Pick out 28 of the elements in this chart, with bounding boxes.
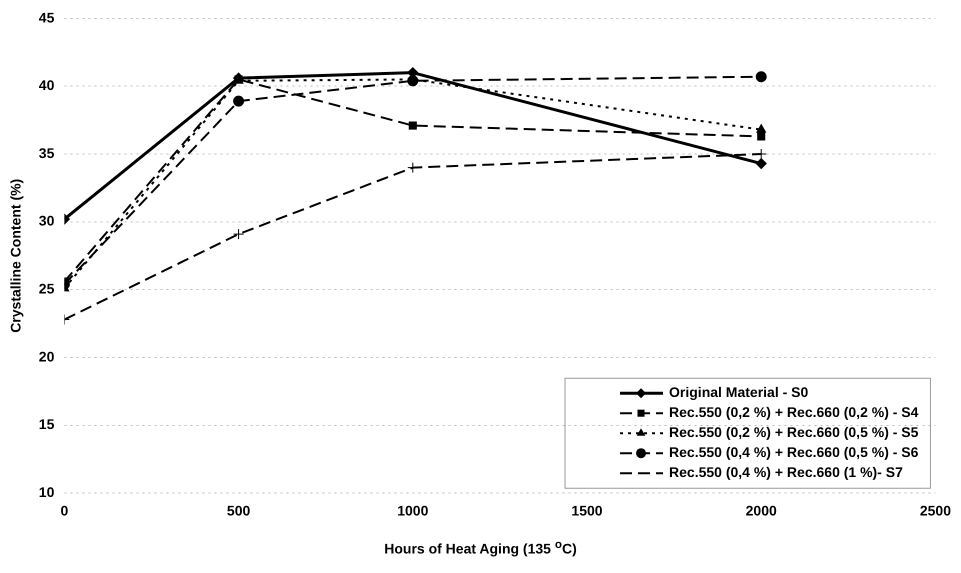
y-tick-label: 25 (38, 280, 55, 297)
point (408, 122, 417, 130)
y-axis-title: Crystalline Content (%) (7, 178, 24, 333)
y-tick-label: 20 (38, 348, 55, 364)
x-tick-label: 2500 (920, 502, 952, 518)
point (233, 228, 244, 240)
point (756, 71, 767, 82)
point (757, 132, 766, 140)
x-tick-label: 500 (226, 502, 250, 518)
point (756, 158, 767, 170)
y-tick-label: 40 (38, 77, 55, 94)
x-tick-label: 1000 (397, 502, 429, 518)
legend-label: Rec.550 (0,4 %) + Rec.660 (0,5 %) - S6 (669, 444, 919, 460)
point (233, 96, 244, 107)
y-tick-label: 15 (38, 416, 55, 432)
y-tick-label: 10 (38, 484, 55, 500)
y-tick-label: 35 (38, 144, 55, 161)
legend-label: Rec.550 (0,2 %) + Rec.660 (0,5 %) - S5 (669, 424, 919, 440)
point (407, 162, 418, 174)
x-tick-label: 2000 (746, 502, 777, 518)
y-tick-label: 30 (38, 212, 55, 229)
y-tick-label: 45 (38, 9, 55, 26)
x-tick-label: 0 (60, 502, 68, 518)
x-axis-title: Hours of Heat Aging (135 $^{o}$C) (383, 538, 578, 557)
x-tick-label: 1500 (571, 502, 603, 518)
legend-label: Rec.550 (0,2 %) + Rec.660 (0,2 %) - S4 (669, 404, 919, 420)
legend-label: Original Material - S0 (669, 384, 808, 400)
legend-label: Rec.550 (0,4 %) + Rec.660 (1 %)- S7 (669, 464, 904, 480)
